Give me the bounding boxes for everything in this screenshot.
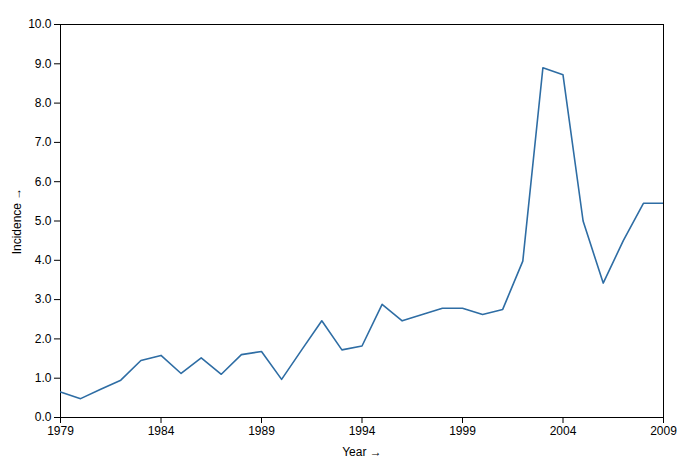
svg-text:1.0: 1.0 [35, 371, 52, 385]
svg-text:10.0: 10.0 [28, 17, 52, 31]
svg-text:Year →: Year → [342, 445, 382, 459]
svg-text:1994: 1994 [349, 424, 376, 438]
svg-text:6.0: 6.0 [35, 175, 52, 189]
svg-text:1984: 1984 [148, 424, 175, 438]
svg-text:Incidence →: Incidence → [10, 188, 24, 255]
svg-text:5.0: 5.0 [35, 214, 52, 228]
svg-text:3.0: 3.0 [35, 292, 52, 306]
svg-text:2009: 2009 [650, 424, 677, 438]
svg-text:8.0: 8.0 [35, 96, 52, 110]
svg-text:2004: 2004 [550, 424, 577, 438]
svg-text:1989: 1989 [248, 424, 275, 438]
svg-text:1979: 1979 [47, 424, 74, 438]
svg-text:1999: 1999 [449, 424, 476, 438]
svg-text:4.0: 4.0 [35, 253, 52, 267]
svg-text:9.0: 9.0 [35, 57, 52, 71]
svg-text:7.0: 7.0 [35, 135, 52, 149]
svg-text:0.0: 0.0 [35, 410, 52, 424]
svg-text:2.0: 2.0 [35, 332, 52, 346]
